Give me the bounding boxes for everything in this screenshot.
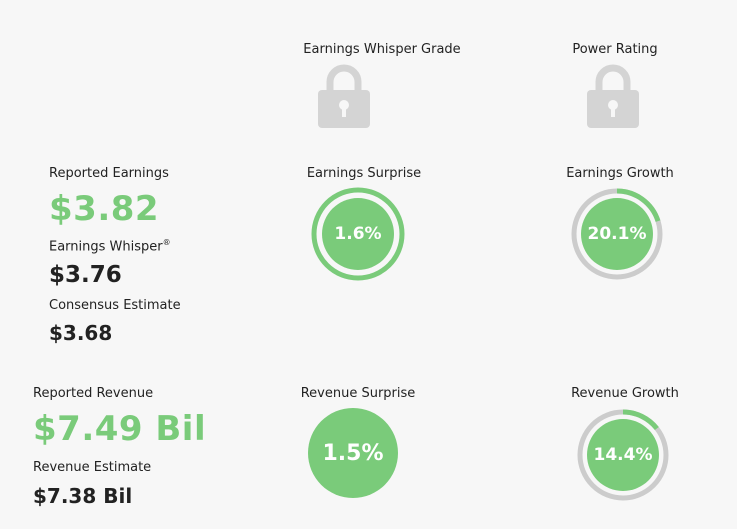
consensus-estimate-label: Consensus Estimate: [49, 298, 181, 313]
lock-icon: [583, 60, 643, 130]
earnings-surprise-label: Earnings Surprise: [306, 166, 422, 181]
revenue-estimate-label: Revenue Estimate: [33, 460, 152, 475]
revenue-estimate-value: $7.38 Bil: [33, 484, 133, 508]
power-rating-label: Power Rating: [572, 42, 658, 57]
earnings-whisper-value: $3.76: [49, 262, 122, 288]
earnings-growth-value: 20.1%: [587, 224, 647, 244]
revenue-surprise-gauge: 1.5%: [308, 408, 398, 498]
earnings-growth-label: Earnings Growth: [566, 166, 674, 181]
reported-revenue-label: Reported Revenue: [33, 386, 154, 401]
earnings-growth-gauge: 20.1%: [570, 187, 664, 281]
reported-earnings-label: Reported Earnings: [49, 166, 169, 181]
reported-revenue-value: $7.49 Bil: [33, 409, 207, 449]
revenue-surprise-label: Revenue Surprise: [300, 386, 416, 401]
lock-icon: [314, 60, 374, 130]
earnings-whisper-label: Earnings Whisper®: [49, 238, 171, 255]
whisper-grade-label: Earnings Whisper Grade: [303, 42, 461, 57]
revenue-growth-label: Revenue Growth: [571, 386, 679, 401]
revenue-surprise-value: 1.5%: [322, 440, 384, 466]
registered-mark: ®: [162, 238, 171, 247]
revenue-growth-value: 14.4%: [593, 445, 653, 465]
revenue-growth-gauge: 14.4%: [576, 408, 670, 502]
earnings-surprise-gauge: 1.6%: [311, 187, 405, 281]
earnings-surprise-value: 1.6%: [334, 224, 382, 244]
reported-earnings-value: $3.82: [49, 189, 160, 229]
consensus-estimate-value: $3.68: [49, 321, 113, 345]
